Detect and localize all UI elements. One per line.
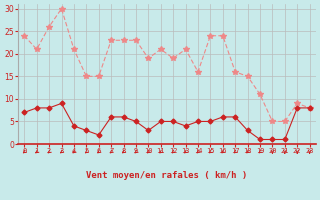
X-axis label: Vent moyen/en rafales ( km/h ): Vent moyen/en rafales ( km/h ) [86,171,248,180]
